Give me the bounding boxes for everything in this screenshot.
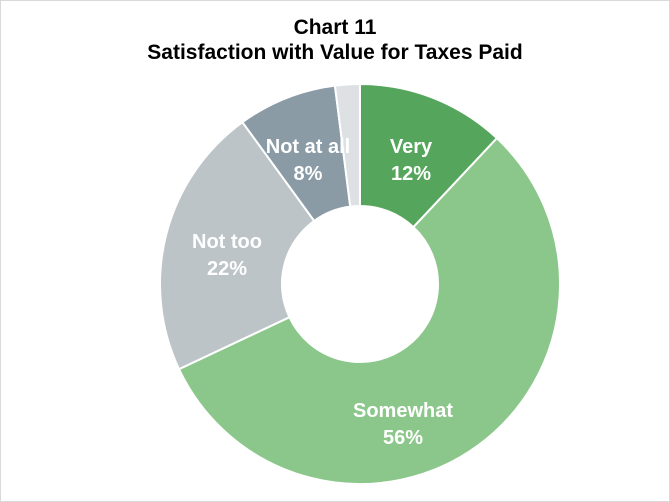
- labels-group: Very 12% Somewhat 56% Not too 22% Not at all 8%: [192, 136, 453, 449]
- slice-value-label: 56%: [383, 427, 423, 449]
- slice-not-too: [159, 120, 316, 371]
- slice-label: Somewhat: [353, 400, 453, 422]
- slice-unlabeled: [333, 82, 361, 208]
- slice-very: [359, 82, 499, 229]
- slices-group: [159, 82, 561, 485]
- slice-somewhat: [177, 136, 561, 485]
- slice-value-label: 8%: [294, 163, 323, 185]
- slice-value-label: 22%: [207, 258, 247, 280]
- chart-title: Chart 11: [293, 16, 377, 39]
- slice-label: Not too: [192, 231, 262, 253]
- slice-label: Very: [390, 136, 433, 158]
- chart-subtitle: Satisfaction with Value for Taxes Paid: [147, 41, 523, 64]
- slice-label: Not at all: [266, 136, 350, 158]
- slice-value-label: 12%: [391, 163, 431, 185]
- chart-title-block: Chart 11 Satisfaction with Value for Tax…: [1, 15, 669, 65]
